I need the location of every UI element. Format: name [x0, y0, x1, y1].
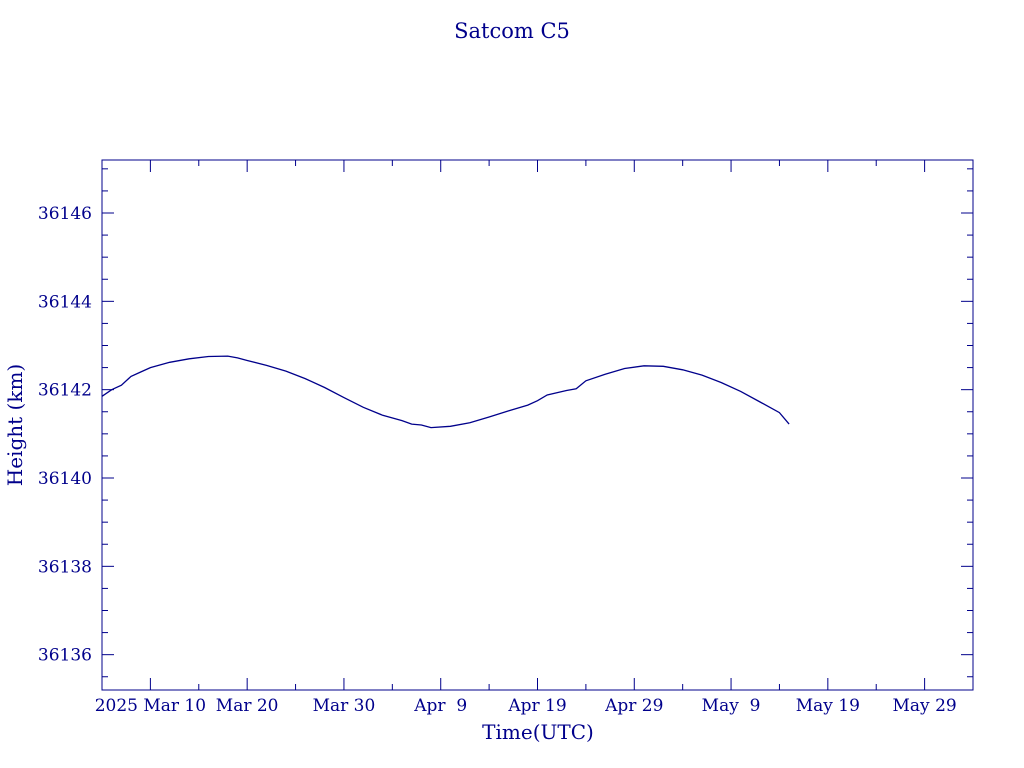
- y-tick-label: 36140: [38, 469, 92, 489]
- plot-frame: [101, 159, 974, 691]
- x-tick-label: May 29: [893, 696, 957, 716]
- y-tick-label: 36136: [38, 646, 92, 666]
- y-tick-label: 36146: [38, 204, 92, 224]
- chart-title: Satcom C5: [454, 19, 570, 43]
- height-series-line: [101, 355, 790, 429]
- y-tick-label: 36138: [38, 557, 92, 577]
- y-tick-label: 36144: [38, 292, 92, 312]
- x-tick-label: Mar 20: [216, 696, 279, 716]
- x-tick-label: 2025 Mar 10: [95, 696, 206, 716]
- x-tick-label: May 9: [702, 696, 761, 716]
- x-tick-label: Apr 9: [413, 696, 467, 716]
- y-tick-labels: 36136 36138 36140 36142 36144 36146: [38, 204, 92, 666]
- x-tick-label: Apr 29: [604, 696, 663, 716]
- x-tick-label: Apr 19: [507, 696, 566, 716]
- tick-marks: [101, 160, 974, 690]
- y-axis-label: Height (km): [3, 364, 27, 486]
- x-tick-label: May 19: [796, 696, 860, 716]
- x-axis-label: Time(UTC): [482, 720, 594, 744]
- y-tick-label: 36142: [38, 381, 92, 401]
- x-tick-label: Mar 30: [313, 696, 376, 716]
- x-tick-labels: 2025 Mar 10 Mar 20 Mar 30 Apr 9 Apr 19 Apr 29…: [95, 696, 957, 716]
